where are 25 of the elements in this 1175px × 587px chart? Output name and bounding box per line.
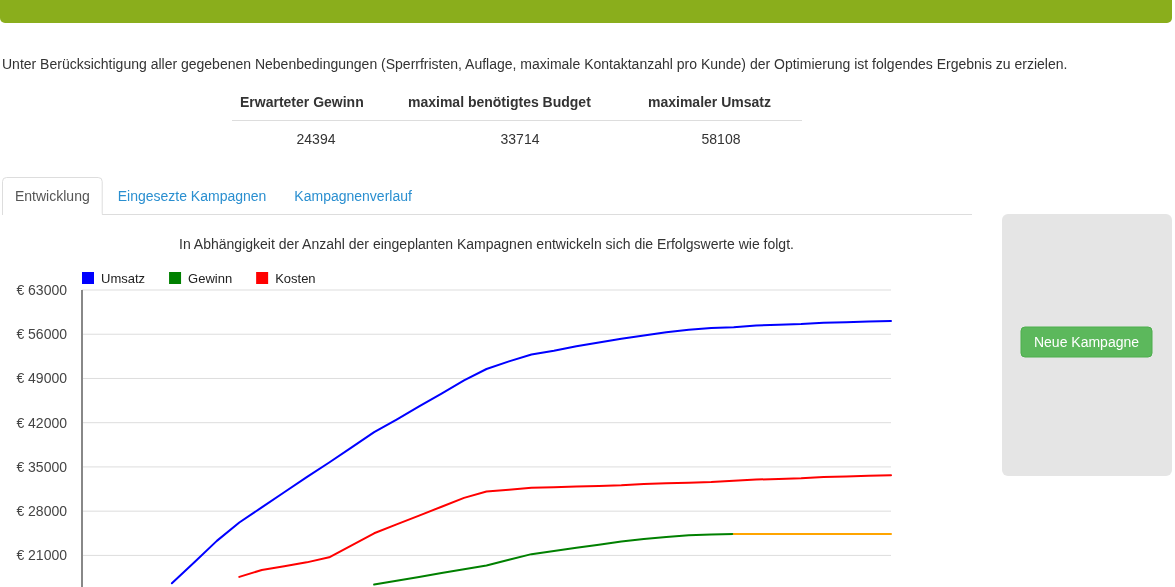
y-tick-label: € 35000 [16, 458, 68, 475]
y-tick-label: € 28000 [16, 503, 68, 520]
text: maximaler Umsatz [648, 94, 771, 110]
text: maximal benötigtes Budget [408, 94, 592, 110]
text: 58108 [701, 131, 741, 147]
text: Neue Kampagne [1033, 334, 1140, 350]
y-tick-label: € 42000 [16, 414, 68, 431]
y-tick-label: € 56000 [16, 326, 68, 343]
line-series [170, 319, 892, 585]
text: Erwarteter Gewinn [240, 94, 364, 110]
text: 24394 [296, 131, 336, 147]
legend-label: Umsatz [101, 271, 146, 286]
text: 33714 [500, 131, 540, 147]
text: Entwicklung [15, 188, 90, 204]
line-series [238, 474, 892, 578]
y-tick-label: € 49000 [16, 370, 68, 387]
legend-label: Kosten [275, 271, 316, 286]
text: Eingesezte Kampagnen [117, 188, 267, 204]
chart-title: In Abhängigkeit der Anzahl der eingeplanten Kampagnen entwickeln sich die Erfolgswerte wie folgt. [179, 236, 794, 252]
text: Unter Berücksichtigung aller gegebenen Nebenbedingungen (Sperrfristen, Auflage, maximale Kontaktanzahl pro Kunde) der Optimierung ist folgendes Ergebnis zu erzielen. [2, 56, 1068, 72]
legend-label: Gewinn [188, 271, 233, 286]
y-tick-label: € 21000 [16, 547, 68, 564]
line-series [373, 532, 735, 586]
y-tick-label: € 63000 [16, 282, 68, 298]
text: Kampagnenverlauf [294, 188, 412, 204]
